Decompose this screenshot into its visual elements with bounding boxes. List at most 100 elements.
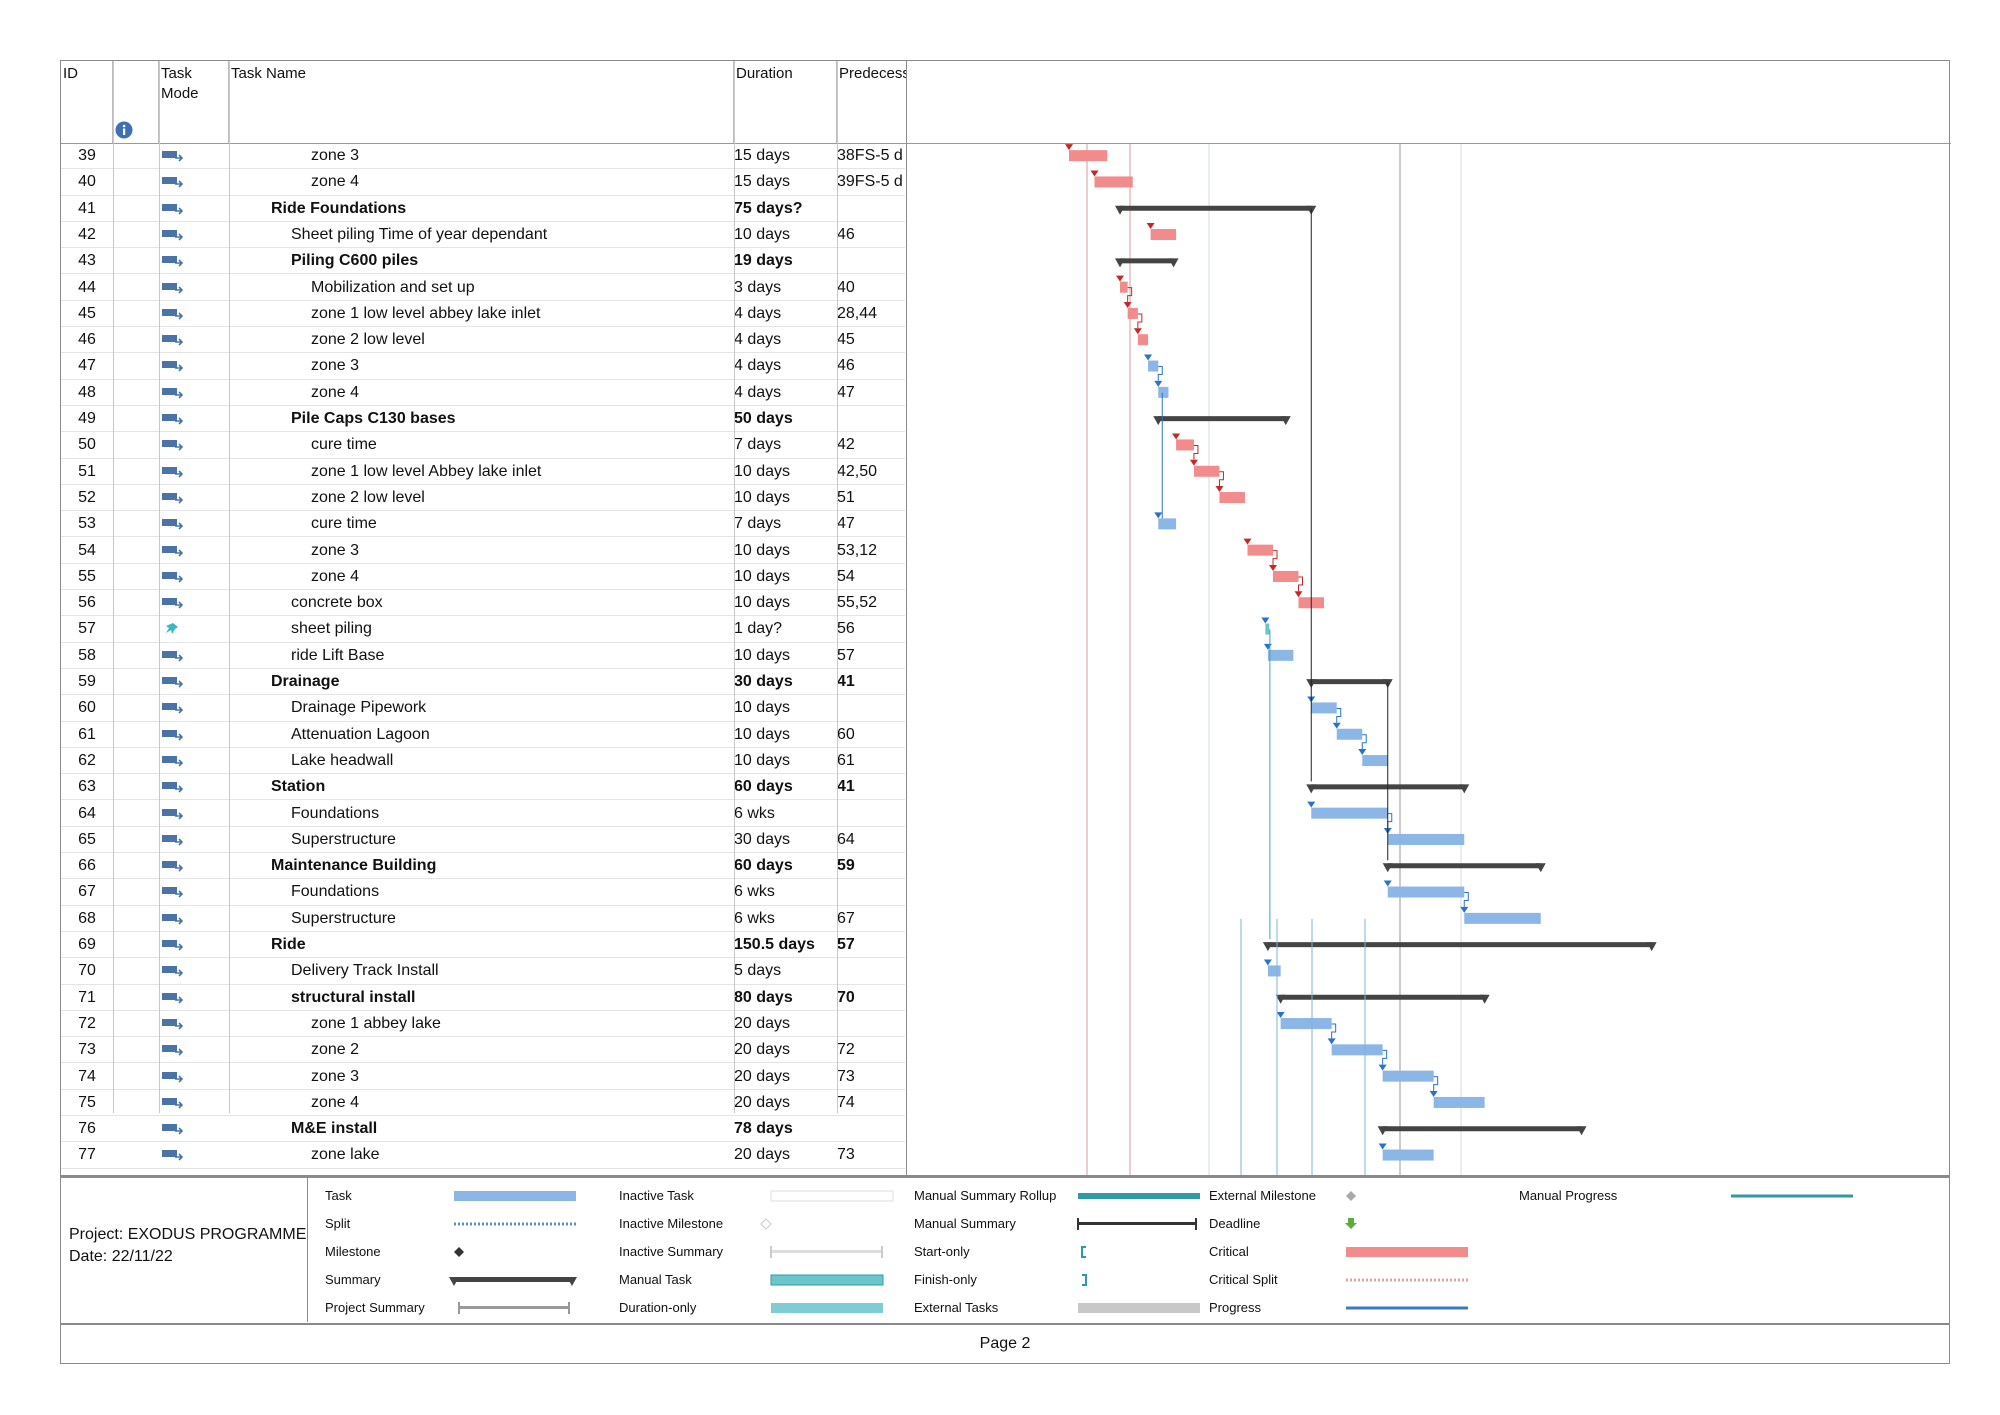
task-name[interactable]: ride Lift Base (291, 646, 385, 664)
task-name[interactable]: Ride Foundations (271, 199, 407, 217)
task-predecessors[interactable]: 45 (837, 331, 855, 349)
task-predecessors[interactable]: 72 (837, 1041, 855, 1059)
task-duration[interactable]: 4 days (734, 331, 782, 349)
task-name[interactable]: sheet piling (291, 620, 372, 638)
table-row[interactable]: 49 Pile Caps C130 bases 50 days (61, 406, 905, 433)
auto-schedule-icon[interactable] (159, 380, 183, 405)
task-name[interactable]: Drainage Pipework (291, 699, 427, 717)
task-duration[interactable]: 10 days (734, 699, 791, 717)
task-duration[interactable]: 4 days (734, 304, 782, 322)
auto-schedule-icon[interactable] (159, 1116, 183, 1141)
task-duration[interactable]: 20 days (734, 1014, 791, 1032)
task-name[interactable]: Ride (271, 936, 306, 953)
auto-schedule-icon[interactable] (159, 1037, 183, 1062)
task-predecessors[interactable]: 51 (837, 488, 855, 506)
task-predecessors[interactable]: 54 (837, 567, 855, 585)
task-name[interactable]: zone 2 (311, 1041, 360, 1059)
auto-schedule-icon[interactable] (159, 853, 183, 878)
task-duration[interactable]: 30 days (734, 673, 793, 690)
auto-schedule-icon[interactable] (159, 906, 183, 931)
table-row[interactable]: 73 zone 2 20 days 72 (61, 1037, 905, 1064)
task-duration[interactable]: 60 days (734, 778, 793, 796)
auto-schedule-icon[interactable] (159, 722, 183, 747)
auto-schedule-icon[interactable] (159, 1142, 183, 1167)
task-name[interactable]: M&E install (291, 1120, 378, 1138)
task-name[interactable]: Mobilization and set up (311, 278, 475, 296)
task-duration[interactable]: 10 days (734, 646, 791, 664)
task-duration[interactable]: 5 days (734, 962, 782, 980)
table-row[interactable]: 66 Maintenance Building 60 days 59 (61, 853, 905, 880)
task-predecessors[interactable]: 42 (837, 436, 855, 454)
auto-schedule-icon[interactable] (159, 985, 183, 1010)
table-row[interactable]: 46 zone 2 low level 4 days 45 (61, 327, 905, 354)
table-row[interactable]: 43 Piling C600 piles 19 days (61, 248, 905, 275)
auto-schedule-icon[interactable] (159, 879, 183, 904)
table-row[interactable]: 42 Sheet piling Time of year dependant 10 … (61, 222, 905, 249)
auto-schedule-icon[interactable] (159, 695, 183, 720)
auto-schedule-icon[interactable] (159, 327, 183, 352)
task-name[interactable]: cure time (311, 515, 377, 533)
task-predecessors[interactable]: 55,52 (837, 594, 878, 612)
task-predecessors[interactable]: 28,44 (837, 304, 878, 322)
table-row[interactable]: 39 zone 3 15 days 38FS-5 d (61, 143, 905, 170)
auto-schedule-icon[interactable] (159, 774, 183, 799)
task-predecessors[interactable]: 39FS-5 d (837, 173, 903, 191)
auto-schedule-icon[interactable] (159, 459, 183, 484)
table-row[interactable]: 70 Delivery Track Install 5 days (61, 958, 905, 985)
table-row[interactable]: 52 zone 2 low level 10 days 51 (61, 485, 905, 512)
table-row[interactable]: 53 cure time 7 days 47 (61, 511, 905, 538)
task-duration[interactable]: 50 days (734, 410, 793, 427)
task-predecessors[interactable]: 70 (837, 988, 855, 1006)
table-row[interactable]: 61 Attenuation Lagoon 10 days 60 (61, 722, 905, 748)
auto-schedule-icon[interactable] (159, 1090, 183, 1115)
auto-schedule-icon[interactable] (159, 669, 183, 694)
task-duration[interactable]: 6 wks (734, 909, 775, 927)
task-name[interactable]: zone 3 (311, 541, 360, 559)
table-row[interactable]: 60 Drainage Pipework 10 days (61, 695, 905, 722)
task-predecessors[interactable]: 41 (837, 778, 855, 796)
task-name[interactable]: zone 3 (311, 147, 360, 164)
table-row[interactable]: 63 Station 60 days 41 (61, 774, 905, 801)
auto-schedule-icon[interactable] (159, 432, 183, 457)
task-name[interactable]: Station (271, 778, 326, 796)
table-row[interactable]: 59 Drainage 30 days 41 (61, 669, 905, 696)
task-name[interactable]: zone 1 low level Abbey lake inlet (311, 462, 542, 480)
table-row[interactable]: 74 zone 3 20 days 73 (61, 1064, 905, 1090)
table-row[interactable]: 48 zone 4 4 days 47 (61, 380, 905, 406)
task-predecessors[interactable]: 41 (837, 673, 855, 690)
task-duration[interactable]: 10 days (734, 541, 791, 559)
task-duration[interactable]: 3 days (734, 278, 782, 296)
auto-schedule-icon[interactable] (159, 564, 183, 589)
table-row[interactable]: 41 Ride Foundations 75 days? (61, 196, 905, 222)
auto-schedule-icon[interactable] (159, 958, 183, 983)
task-duration[interactable]: 80 days (734, 988, 793, 1006)
auto-schedule-icon[interactable] (159, 1064, 183, 1089)
table-row[interactable]: 56 concrete box 10 days 55,52 (61, 590, 905, 617)
table-row[interactable]: 44 Mobilization and set up 3 days 40 (61, 275, 905, 301)
task-name[interactable]: Foundations (291, 883, 380, 901)
task-predecessors[interactable]: 57 (837, 646, 855, 664)
table-row[interactable]: 55 zone 4 10 days 54 (61, 564, 905, 591)
auto-schedule-icon[interactable] (159, 143, 183, 168)
task-name[interactable]: Superstructure (291, 830, 396, 848)
task-predecessors[interactable]: 73 (837, 1146, 855, 1164)
table-row[interactable]: 64 Foundations 6 wks (61, 801, 905, 827)
task-duration[interactable]: 10 days (734, 567, 791, 585)
task-predecessors[interactable]: 64 (837, 830, 855, 848)
table-row[interactable]: 58 ride Lift Base 10 days 57 (61, 643, 905, 669)
table-row[interactable]: 51 zone 1 low level Abbey lake inlet 10 da… (61, 459, 905, 485)
task-name[interactable]: Drainage (271, 673, 340, 690)
table-row[interactable]: 47 zone 3 4 days 46 (61, 353, 905, 380)
task-predecessors[interactable]: 74 (837, 1093, 855, 1111)
task-name[interactable]: Lake headwall (291, 751, 394, 769)
task-duration[interactable]: 75 days? (734, 199, 803, 217)
task-name[interactable]: zone 3 (311, 1067, 360, 1085)
task-name[interactable]: Sheet piling Time of year dependant (291, 225, 548, 243)
table-row[interactable]: 75 zone 4 20 days 74 (61, 1090, 905, 1117)
table-row[interactable]: 62 Lake headwall 10 days 61 (61, 748, 905, 775)
task-name[interactable]: zone 3 (311, 357, 360, 375)
auto-schedule-icon[interactable] (159, 301, 183, 326)
task-duration[interactable]: 10 days (734, 462, 791, 480)
task-predecessors[interactable]: 56 (837, 620, 855, 638)
auto-schedule-icon[interactable] (159, 275, 183, 300)
